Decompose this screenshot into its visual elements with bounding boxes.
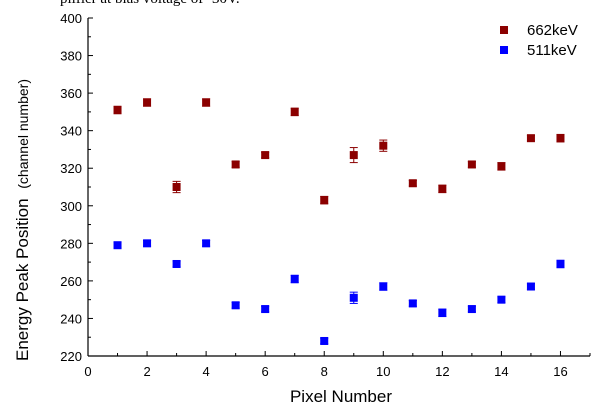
axes <box>87 18 590 357</box>
data-point <box>202 239 211 248</box>
x-axis-title: Pixel Number <box>290 387 392 406</box>
x-tick-label: 16 <box>553 364 567 379</box>
series-1 <box>113 239 565 345</box>
data-point <box>143 239 152 248</box>
y-tick-label: 240 <box>60 311 82 326</box>
data-point <box>497 162 506 171</box>
data-point <box>320 196 329 205</box>
y-axis-title-main: Energy Peak Position <box>13 198 32 361</box>
data-point <box>143 98 152 107</box>
x-tick-label: 0 <box>84 364 91 379</box>
data-point <box>408 299 417 308</box>
data-point <box>556 134 565 143</box>
y-tick-label: 320 <box>60 161 82 176</box>
y-tick-label: 400 <box>60 11 82 26</box>
data-point <box>438 308 447 317</box>
data-point <box>379 141 388 150</box>
data-point <box>172 259 181 268</box>
data-marks <box>113 98 565 345</box>
data-point <box>526 282 535 291</box>
legend-marker <box>500 26 508 34</box>
data-point <box>290 275 299 284</box>
legend-label: 662keV <box>527 22 578 39</box>
data-point <box>467 160 476 169</box>
x-axis-ticks: 0 2 4 6 8 10 12 14 16 <box>84 351 591 379</box>
x-tick-label: 6 <box>262 364 269 379</box>
data-point <box>408 179 417 188</box>
data-point <box>349 293 358 302</box>
y-tick-label: 340 <box>60 124 82 139</box>
series-0 <box>113 98 565 205</box>
data-point <box>261 305 270 314</box>
data-point <box>231 160 240 169</box>
data-point <box>349 151 358 160</box>
data-point <box>113 106 122 115</box>
data-point <box>290 107 299 116</box>
x-tick-label: 12 <box>435 364 449 379</box>
x-tick-label: 2 <box>143 364 150 379</box>
y-tick-label: 300 <box>60 199 82 214</box>
data-point <box>379 282 388 291</box>
data-point <box>202 98 211 107</box>
x-tick-label: 14 <box>494 364 508 379</box>
data-point <box>467 305 476 314</box>
data-point <box>320 336 329 345</box>
x-tick-label: 4 <box>203 364 210 379</box>
caption-fragment: plifier at bias voltage of -30V. <box>60 0 240 8</box>
data-point <box>172 183 181 191</box>
data-point <box>556 259 565 268</box>
y-tick-label: 260 <box>60 274 82 289</box>
legend-marker <box>500 46 508 54</box>
data-point <box>526 134 535 143</box>
y-axis-title: Energy Peak Position (channel number) <box>13 79 32 361</box>
data-point <box>497 295 506 304</box>
y-tick-label: 380 <box>60 49 82 64</box>
data-point <box>438 184 447 193</box>
y-axis-title-sub: (channel number) <box>15 79 31 189</box>
data-point <box>261 151 270 160</box>
data-point <box>231 301 240 310</box>
y-tick-label: 220 <box>60 349 82 364</box>
y-tick-label: 280 <box>60 236 82 251</box>
y-axis-ticks: 220 240 260 280 300 320 340 360 380 400 <box>60 11 93 364</box>
legend: 662keV 511keV <box>500 22 578 59</box>
x-tick-label: 10 <box>376 364 390 379</box>
y-tick-label: 360 <box>60 86 82 101</box>
legend-label: 511keV <box>527 42 577 59</box>
x-tick-label: 8 <box>321 364 328 379</box>
data-point <box>113 241 122 250</box>
